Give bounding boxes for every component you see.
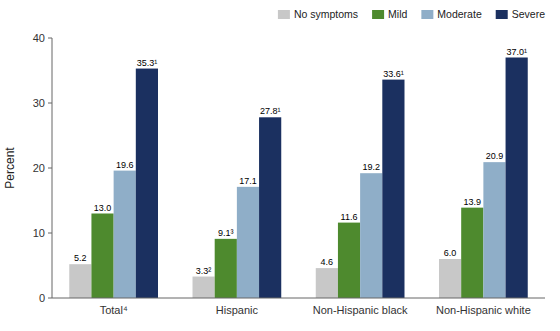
legend-swatch <box>278 10 290 19</box>
bar <box>461 208 483 298</box>
y-tick-label: 40 <box>33 32 45 44</box>
data-label: 19.2 <box>362 162 380 172</box>
bar <box>506 58 528 299</box>
legend-label: Severe <box>512 8 545 20</box>
bar <box>215 239 237 298</box>
y-tick <box>48 168 52 169</box>
bar <box>259 117 281 298</box>
chart: 0 10 20 30 40 Percent 5.2 3.3² 4.6 6.0 13.0 9.1³ 11.… <box>0 0 560 331</box>
bar <box>382 80 404 298</box>
data-label: 17.1 <box>239 176 257 186</box>
legend-swatch <box>496 10 508 19</box>
data-label: 3.3² <box>196 266 212 276</box>
bar <box>237 187 259 298</box>
legend-item: Mild <box>372 8 407 20</box>
bar <box>316 268 338 298</box>
x-axis: Total⁴ Hispanic Non-Hispanic black Non-Hisp… <box>52 298 545 316</box>
bar <box>483 162 505 298</box>
x-tick-label: Non-Hispanic black <box>313 304 408 316</box>
data-labels: 5.2 3.3² 4.6 6.0 13.0 9.1³ 11.6 13.9 19.6 17.1 19.… <box>74 47 527 276</box>
legend-swatch <box>421 10 433 19</box>
y-axis-label: Percent <box>3 147 17 189</box>
y-tick <box>48 233 52 234</box>
legend-item: Severe <box>496 8 545 20</box>
legend-label: Moderate <box>437 8 482 20</box>
bar <box>338 223 360 298</box>
legend-label: Mild <box>388 8 407 20</box>
legend-item: Moderate <box>421 8 482 20</box>
bar <box>136 69 158 298</box>
legend-label: No symptoms <box>294 8 358 20</box>
data-label: 13.9 <box>464 197 482 207</box>
y-tick <box>48 38 52 39</box>
y-tick-label: 20 <box>33 162 45 174</box>
data-label: 6.0 <box>444 248 457 258</box>
legend-swatch <box>372 10 384 19</box>
data-label: 13.0 <box>94 203 112 213</box>
y-tick-label: 0 <box>39 292 45 304</box>
data-label: 11.6 <box>341 212 358 222</box>
bar <box>114 171 136 298</box>
data-label: 19.6 <box>116 160 134 170</box>
bar <box>69 264 91 298</box>
y-axis: 0 10 20 30 40 <box>33 32 52 304</box>
data-label: 27.8¹ <box>260 106 281 116</box>
y-tick-label: 10 <box>33 227 45 239</box>
x-tick-label: Total⁴ <box>100 304 128 316</box>
bars <box>69 58 527 299</box>
data-label: 35.3¹ <box>137 58 158 68</box>
data-label: 4.6 <box>321 257 334 267</box>
bar <box>439 259 461 298</box>
bar <box>91 214 113 299</box>
x-tick-label: Hispanic <box>216 304 259 316</box>
bar <box>360 173 382 298</box>
bar <box>193 277 215 298</box>
data-label: 33.6¹ <box>383 69 404 79</box>
x-tick-label: Non-Hispanic white <box>436 304 531 316</box>
legend-item: No symptoms <box>278 8 358 20</box>
y-tick <box>48 298 52 299</box>
data-label: 9.1³ <box>218 228 234 238</box>
y-tick-label: 30 <box>33 97 45 109</box>
y-tick <box>48 103 52 104</box>
legend: No symptoms Mild Moderate Severe <box>278 8 545 20</box>
data-label: 5.2 <box>74 253 87 263</box>
data-label: 20.9 <box>486 151 504 161</box>
data-label: 37.0¹ <box>506 47 527 57</box>
x-axis-line <box>52 298 545 299</box>
y-axis-line <box>52 38 53 298</box>
